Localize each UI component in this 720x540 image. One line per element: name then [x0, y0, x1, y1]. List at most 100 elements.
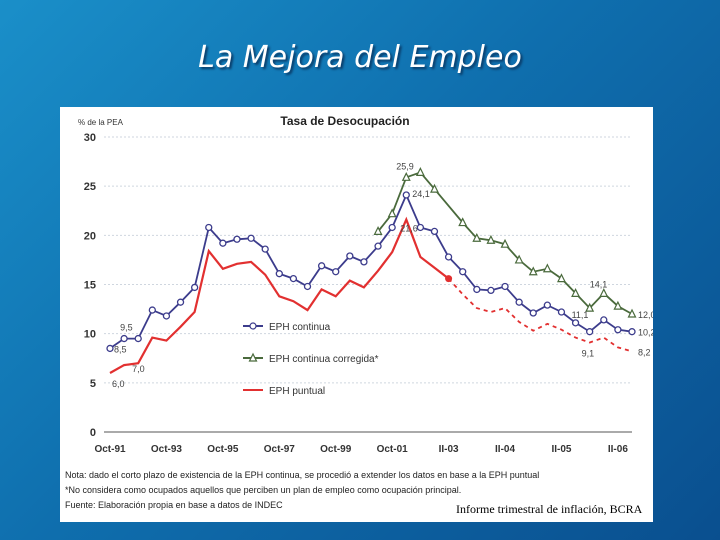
series-point-eph-corregida: [514, 254, 524, 264]
source-caption: Informe trimestral de inflación, BCRA: [456, 502, 643, 516]
series-point-eph-continua: [501, 282, 509, 291]
x-tick-label: II-06: [608, 444, 628, 455]
series-point-eph-continua: [600, 316, 608, 324]
x-tick-label: II-05: [551, 444, 571, 455]
legend-label: EPH continua: [269, 322, 331, 333]
series-point-eph-corregida: [585, 302, 595, 312]
series-point-eph-continua: [275, 270, 283, 278]
series-point-eph-corregida: [599, 288, 609, 297]
series-point-eph-continua: [402, 191, 410, 199]
data-label: 21,6: [400, 224, 418, 234]
series-point-eph-continua: [515, 298, 523, 306]
legend-marker: [249, 322, 257, 330]
data-label: 12,0: [638, 310, 653, 320]
x-tick-label: Oct-93: [151, 444, 183, 455]
series-point-eph-puntual: [445, 275, 453, 283]
series-point-eph-continua: [614, 326, 622, 334]
series-point-eph-corregida: [458, 217, 468, 227]
series-point-eph-continua: [247, 234, 255, 242]
chart-panel: Tasa de Desocupación % de la PEA 0 5 10 15 2…: [60, 107, 656, 522]
series-point-eph-continua: [543, 301, 552, 309]
series-point-eph-continua: [444, 253, 453, 261]
series-point-eph-corregida: [430, 183, 439, 193]
legend-marker: [248, 352, 258, 362]
series-point-eph-continua: [219, 239, 227, 247]
data-label: 24,1: [412, 189, 430, 199]
x-tick-label: Oct-01: [377, 444, 409, 455]
series-point-eph-continua: [233, 235, 241, 243]
data-label: 8,5: [114, 344, 127, 354]
slide-title: La Mejora del Empleo: [198, 40, 522, 75]
series-line-eph-puntual: [109, 216, 450, 374]
series-point-eph-continua: [388, 223, 396, 232]
unemployment-chart: Tasa de Desocupación % de la PEA 0 5 10 15 2…: [65, 114, 656, 510]
series-point-eph-continua: [120, 334, 128, 343]
series-point-eph-corregida: [542, 263, 552, 273]
x-tick-label: Oct-97: [264, 444, 296, 455]
y-tick-label: 20: [84, 230, 96, 242]
series-point-eph-continua: [176, 298, 185, 306]
series-point-eph-continua: [459, 268, 467, 276]
legend-label: EPH puntual: [269, 386, 325, 397]
series-point-eph-continua: [190, 283, 199, 292]
y-tick-label: 30: [84, 132, 96, 144]
series-point-eph-continua: [416, 223, 425, 232]
series-point-eph-corregida: [415, 167, 425, 177]
data-label: 6,0: [112, 379, 125, 389]
series-point-eph-continua: [205, 223, 213, 232]
note-line-3: Fuente: Elaboración propia en base a dat…: [65, 500, 283, 510]
x-tick-label: II-04: [495, 444, 515, 455]
data-label: 11,1: [572, 310, 589, 320]
series-extension-eph-puntual: [447, 277, 633, 353]
series-point-eph-continua: [430, 227, 439, 236]
series-point-eph-continua: [473, 285, 481, 294]
y-tick-label: 10: [84, 329, 96, 341]
series-point-eph-corregida: [401, 171, 411, 181]
x-tick-label: II-03: [439, 444, 459, 455]
chart-title: Tasa de Desocupación: [280, 114, 409, 128]
series-point-eph-continua: [628, 328, 636, 336]
series-point-eph-continua: [289, 274, 298, 283]
series-point-eph-continua: [360, 258, 368, 266]
series-point-eph-continua: [346, 252, 354, 260]
data-label: 8,2: [638, 347, 651, 357]
series-point-eph-continua: [162, 312, 171, 320]
series-point-eph-corregida: [486, 234, 496, 244]
data-label: 7,0: [132, 364, 145, 374]
series-point-eph-continua: [487, 286, 495, 295]
series-point-eph-continua: [586, 328, 594, 336]
series-point-eph-corregida: [472, 232, 482, 242]
series-point-eph-corregida: [613, 300, 623, 310]
series-point-eph-continua: [374, 242, 382, 250]
series-point-eph-continua: [134, 334, 142, 343]
series-point-eph-corregida: [373, 226, 383, 236]
series-point-eph-continua: [261, 245, 269, 253]
series-point-eph-continua: [332, 268, 340, 276]
series-point-eph-continua: [557, 308, 566, 316]
y-tick-label: 0: [90, 427, 96, 439]
x-tick-label: Oct-91: [94, 444, 126, 455]
data-label: 14,1: [590, 279, 608, 289]
series-point-eph-continua: [106, 344, 114, 353]
y-tick-label: 5: [90, 378, 96, 390]
note-line-1: Nota: dado el corto plazo de existencia …: [65, 470, 539, 480]
series-point-eph-continua: [148, 306, 156, 314]
data-label: 9,1: [582, 349, 595, 359]
series-point-eph-continua: [571, 319, 580, 327]
series-point-eph-corregida: [571, 288, 581, 297]
series-point-eph-corregida: [500, 238, 510, 248]
series-point-eph-continua: [317, 262, 326, 270]
legend-label: EPH continua corregida*: [269, 354, 379, 365]
series-point-eph-continua: [303, 282, 312, 291]
series-point-eph-corregida: [627, 308, 637, 318]
series-line-eph-continua: [109, 192, 633, 350]
y-tick-label: 15: [84, 280, 96, 292]
data-label: 9,5: [120, 323, 133, 333]
series-point-eph-corregida: [556, 273, 566, 283]
x-tick-label: Oct-95: [207, 444, 239, 455]
x-tick-label: Oct-99: [320, 444, 352, 455]
data-label: 25,9: [396, 161, 414, 171]
series-point-eph-continua: [529, 309, 537, 317]
series-point-eph-corregida: [387, 208, 397, 218]
y-tick-label: 25: [84, 181, 96, 193]
